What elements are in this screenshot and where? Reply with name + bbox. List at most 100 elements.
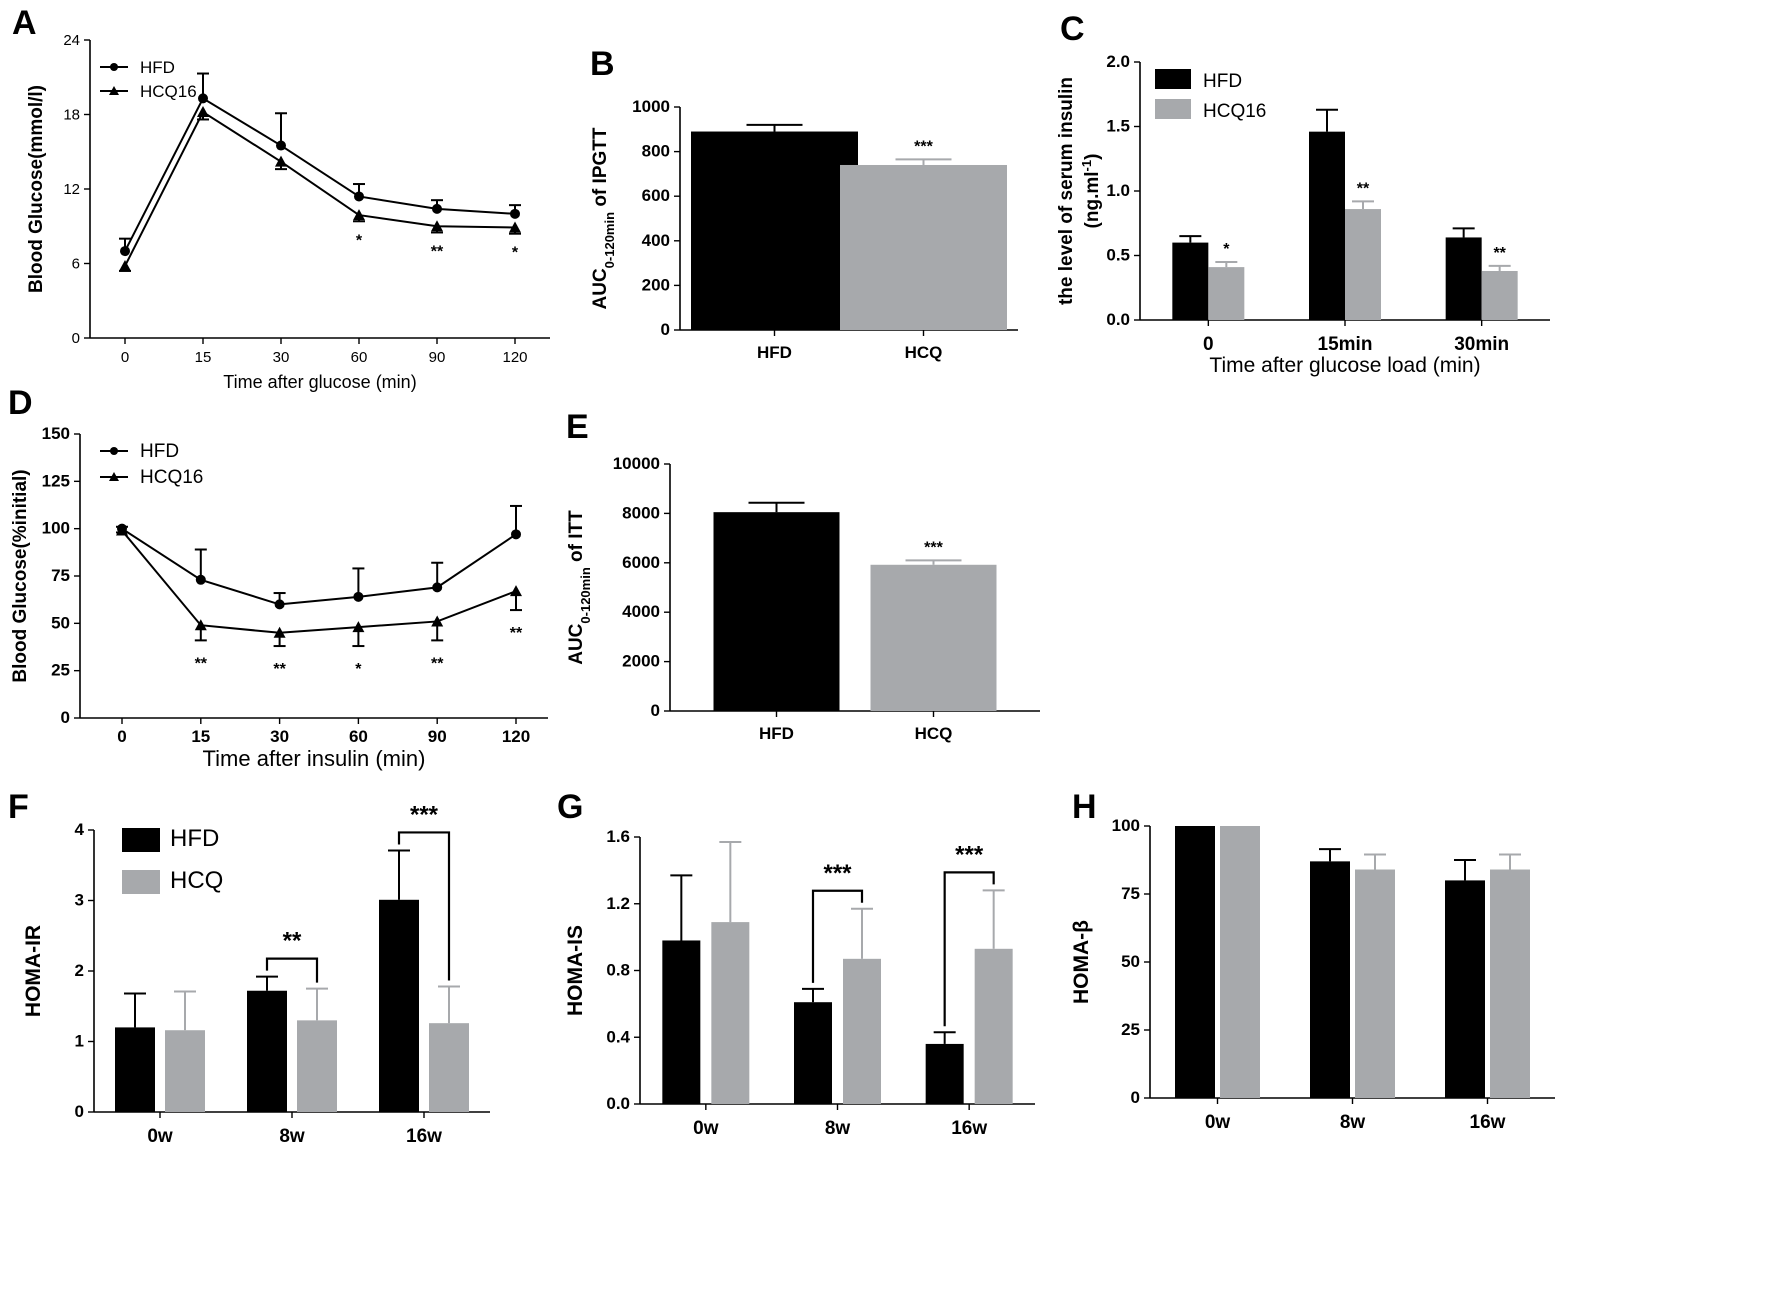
panel-D-y-tick-label: 25 [51,661,70,680]
panel-C-significance: ** [1493,245,1506,262]
panel-D-series-hfd-point [432,582,443,593]
panel-F-significance-bracket [265,957,319,983]
panel-F-y-axis-label: HOMA-IR [22,925,45,1017]
panel-D-letter: D [8,384,33,422]
panel-A-y-tick-label: 18 [63,107,80,124]
panel-A-significance: ** [431,243,444,260]
panel-D-series-hcq16-point [431,615,444,627]
panel-F-y-tick-label: 0 [75,1102,84,1121]
panel-F-y-tick-label: 1 [75,1032,84,1051]
panel-F-bar-hcq-8w [297,1020,337,1112]
panel-H-bar-hfd-8w [1310,861,1350,1098]
panel-A-legend-marker [109,86,119,95]
panel-D-y-tick-label: 125 [42,471,70,490]
panel-H-bar-hfd-0w [1175,826,1215,1098]
panel-D-y-axis-label: Blood Glucose(%initial) [10,469,31,682]
panel-E-bar-hfd [713,512,840,711]
panel-A-series-hcq16-point [275,155,287,167]
panel-H-x-tick-label: 8w [1340,1112,1366,1133]
panel-A-series-hfd-point [198,93,208,104]
panel-G-y-tick-label: 0.4 [606,1027,630,1046]
panel-G-x-tick-label: 16w [951,1118,987,1139]
panel-G: G 0.0 0.4 0.8 1.2 1.6 0w 8w 16w *** *** HOMA-IS [557,788,1035,1139]
panel-A-series-hfd-line [124,96,516,252]
panel-F-significance-bracket [397,831,451,981]
panel-A-legend-label: HCQ16 [140,82,197,101]
panel-A-series-hcq16-line [124,110,516,267]
panel-E-y-tick-label: 0 [651,701,660,720]
panel-C: C0.00.51.01.52.00 15min 30minHFDHCQ16*****… [1056,10,1550,377]
panel-C-y-tick-label: 2.0 [1106,52,1130,71]
panel-D-legend-label: HCQ16 [140,467,203,488]
panel-A-series-hcq16-point [431,220,443,232]
panel-E-y-tick-label: 2000 [622,652,660,671]
panel-C-legend-label: HCQ16 [1203,101,1266,122]
panel-D-legend-label: HFD [140,441,179,462]
panel-D-legend-marker [109,472,119,481]
panel-F-significance: ** [283,928,302,955]
panel-C-bar-hcq16-30min [1481,270,1518,320]
panel-B-significance: *** [914,138,933,155]
panel-B-y-tick-label: 200 [642,275,670,294]
panel-H: H 0 25 50 75 100 0w 8w 16w HOMA-β [1070,788,1555,1133]
panel-G-bar-hcq-0w [711,922,750,1104]
panel-G-y-tick-label: 1.2 [606,894,630,913]
panel-A-letter: A [12,4,37,42]
panel-D-series-hfd-point [195,574,206,585]
panel-D-series-hcq16-point [116,524,128,536]
panel-C-bar-hfd-15min [1309,131,1345,320]
panel-F-legend-label: HCQ [170,867,223,894]
panel-F-x-tick-label: 8w [279,1126,305,1147]
panel-D-legend-marker [110,447,118,455]
panel-G-significance-bracket [943,871,995,1027]
panel-E-letter: E [566,408,589,446]
panel-B-y-tick-label: 0 [661,320,670,339]
panel-F-bar-hcq-0w [165,1030,205,1112]
panel-A-significance: * [356,232,363,249]
panel-D-y-tick-label: 150 [42,424,70,443]
panel-D: D 0 25 50 75 100 125 150 0 15 30 60 90 120 Time after … [8,384,548,771]
panel-F-bar-hfd-16w [379,899,419,1112]
panel-C-significance: * [1223,241,1230,258]
panel-A-x-tick-label: 15 [195,349,212,366]
panel-A-series-hcq16-point [119,259,131,271]
panel-D-x-tick-label: 30 [270,727,289,746]
panel-G-bar-hfd-0w [662,940,701,1104]
panel-D-y-tick-label: 75 [51,566,70,585]
panel-A-x-tick-label: 60 [351,349,368,366]
panel-G-significance: *** [823,860,852,887]
panel-E-y-tick-label: 4000 [622,602,660,621]
panel-F-legend-label: HFD [170,825,219,852]
panel-C-x-tick-label: 30min [1454,334,1509,355]
panel-E-x-tick-label: HFD [759,724,794,743]
panel-B-x-tick-label: HFD [757,343,792,362]
panel-C-bar-hfd-30min [1445,237,1482,320]
panel-F-bar-hfd-8w [247,990,287,1112]
panel-D-significance: ** [195,655,208,672]
panel-F-y-tick-label: 2 [75,961,84,980]
panel-D-y-tick-label: 50 [51,613,70,632]
panel-D-series-hfd-line [121,527,517,606]
panel-A-series-hfd-point [354,191,364,202]
panel-H-bar-hcq-16w [1490,869,1530,1098]
panel-F-bar-hfd-0w [115,1027,155,1112]
panel-H-y-tick-label: 0 [1131,1088,1140,1107]
panel-H-bar-hcq-8w [1355,869,1395,1098]
panel-C-x-tick-label: 15min [1318,334,1373,355]
panel-F-legend-swatch [122,870,160,894]
panel-A-series-hfd-point [432,203,442,214]
panel-H-x-tick-label: 16w [1470,1112,1506,1133]
panel-D-x-axis-label: Time after insulin (min) [203,746,426,771]
panel-B-y-tick-label: 600 [642,186,670,205]
panel-D-series-hcq16-point [273,626,286,638]
panel-F-y-tick-label: 3 [75,891,84,910]
panel-G-y-axis-label: HOMA-IS [564,925,587,1016]
panel-D-series-hcq16-point [510,585,522,597]
panel-D-significance: ** [273,661,286,678]
panel-A-y-tick-label: 6 [72,256,80,273]
panel-C-y-tick-label: 1.0 [1106,181,1130,200]
panel-D-series-hcq16-point [352,621,365,633]
panel-C-y-tick-label: 1.5 [1106,117,1130,136]
panel-C-y-tick-label: 0.0 [1106,310,1130,329]
panel-F-significance: *** [410,801,439,828]
